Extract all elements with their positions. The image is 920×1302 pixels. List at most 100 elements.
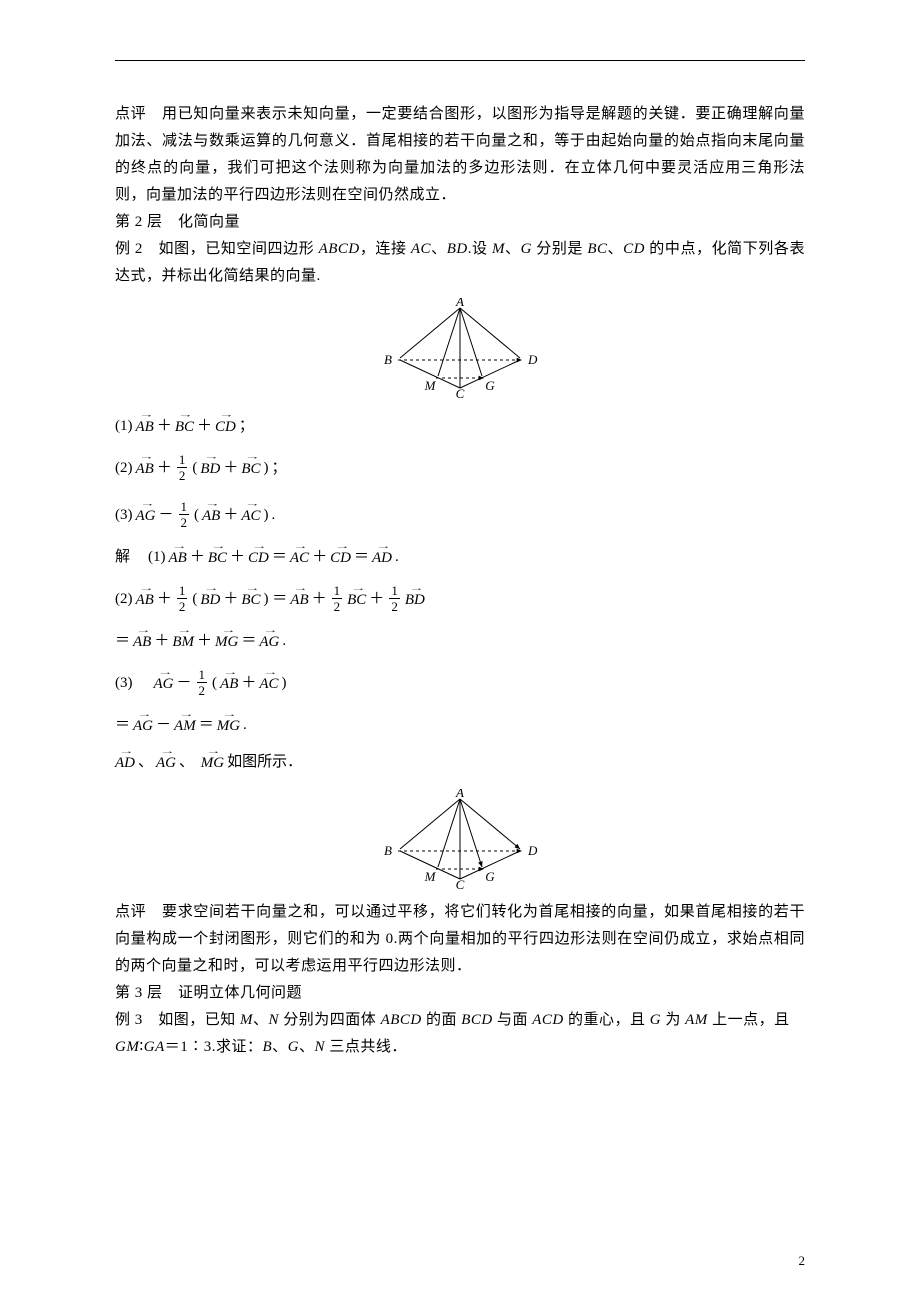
q2: (2) AB＋12(BD＋BC) ； [115, 453, 805, 482]
vec-AC: AC [259, 673, 278, 692]
q1-prefix: (1) [115, 417, 133, 435]
vec-MG: MG [201, 752, 224, 771]
fig1-label-C: C [455, 386, 464, 398]
fig2-label-M: M [423, 869, 436, 884]
fig1-label-M: M [423, 378, 436, 393]
vec-AG: AG [133, 715, 153, 734]
fig1-label-B: B [384, 352, 392, 367]
vec-BD: BD [200, 458, 220, 477]
vec-AB: AB [169, 547, 187, 566]
vec-AB: AB [290, 589, 308, 608]
vec-AG: AG [136, 505, 156, 524]
ex2-sep1: 、 [431, 241, 447, 257]
frac-half: 12 [332, 584, 343, 613]
ex3-p4: 与面 [493, 1012, 533, 1028]
frac-n: 1 [389, 584, 400, 598]
q2-tail: ； [272, 459, 287, 477]
frac-n: 1 [197, 668, 208, 682]
ex3-abcd: ABCD [381, 1012, 422, 1028]
vec-AC: AC [290, 547, 309, 566]
figure-1: A B D M G C [378, 298, 543, 398]
q1-tail: ； [239, 417, 254, 435]
fig2-label-C: C [455, 877, 464, 889]
ex2-ac: AC [411, 241, 431, 257]
ex2-bc: BC [587, 241, 607, 257]
ex2-cd: CD [623, 241, 645, 257]
ex3-n: N [269, 1012, 280, 1028]
ex3-p5: 的重心，且 [564, 1012, 650, 1028]
vec-CD: CD [330, 547, 351, 566]
comment-1: 点评 用已知向量来表示未知向量，一定要结合图形，以图形为指导是解题的关键．要正确… [115, 101, 805, 209]
frac-half: 12 [177, 453, 188, 482]
frac-half: 12 [177, 584, 188, 613]
vec-BM: BM [172, 631, 194, 650]
page-number: 2 [799, 1253, 806, 1269]
ex3-p1: 例 3 如图，已知 [115, 1012, 240, 1028]
vec-AG: AG [156, 752, 176, 771]
ex3-g: G [650, 1012, 661, 1028]
ex2-m: M [492, 241, 505, 257]
frac-d: 2 [197, 682, 208, 697]
layer3-title: 第 3 层 证明立体几何问题 [115, 980, 805, 1007]
ex2-g: G [521, 241, 532, 257]
vec-BD: BD [200, 589, 220, 608]
example2-intro: 例 2 如图，已知空间四边形 ABCD，连接 AC、BD.设 M、G 分别是 B… [115, 236, 805, 290]
vec-AB: AB [202, 505, 220, 524]
vec-MG: MG [215, 631, 238, 650]
vec-AG: AG [259, 631, 279, 650]
sol-label: 解 [115, 548, 145, 566]
frac-d: 2 [177, 467, 188, 482]
frac-d: 2 [332, 598, 343, 613]
ex3-b: B [263, 1039, 273, 1055]
ex3-ga: GA [144, 1039, 165, 1055]
frac-n: 1 [177, 453, 188, 467]
ex2-abcd: ABCD [319, 241, 360, 257]
q3-prefix: (3) [115, 674, 133, 692]
vec-AG: AG [154, 673, 174, 692]
fig2-label-D: D [527, 843, 538, 858]
figure-2: A B D M G C [378, 789, 543, 889]
vec-AB: AB [136, 458, 154, 477]
q3: (3) AG－12(AB＋AC) . [115, 500, 805, 529]
frac-half: 12 [179, 500, 190, 529]
vec-CD: CD [248, 547, 269, 566]
result-tail: 如图所示． [227, 753, 302, 771]
frac-n: 1 [179, 500, 190, 514]
ex3-gm: GM [115, 1039, 139, 1055]
frac-half: 12 [389, 584, 400, 613]
frac-n: 1 [177, 584, 188, 598]
ex3-p2: 分别为四面体 [279, 1012, 381, 1028]
frac-n: 1 [332, 584, 343, 598]
q1-prefix: (1) [148, 548, 166, 566]
q1: (1) AB＋BC＋CD； [115, 416, 805, 435]
vec-AB: AB [136, 416, 154, 435]
fig1-label-G: G [485, 378, 495, 393]
ex2-t1: 例 2 如图，已知空间四边形 [115, 241, 319, 257]
ex2-t2: ，连接 [360, 241, 411, 257]
comment-2: 点评 要求空间若干向量之和，可以通过平移，将它们转化为首尾相接的向量，如果首尾相… [115, 899, 805, 980]
vec-AB: AB [136, 589, 154, 608]
q2-prefix: (2) [115, 590, 133, 608]
frac-d: 2 [177, 598, 188, 613]
vec-AB: AB [133, 631, 151, 650]
layer2-title: 第 2 层 化简向量 [115, 209, 805, 236]
ex3-n2: N [315, 1039, 326, 1055]
top-rule [115, 60, 805, 61]
ex2-sep3: 、 [607, 241, 623, 257]
vec-AD: AD [372, 547, 392, 566]
fig2-label-A: A [455, 789, 464, 800]
fig1-label-D: D [527, 352, 538, 367]
ex3-g2: G [288, 1039, 299, 1055]
ex3-p7: 上一点，且 [708, 1012, 790, 1028]
ex2-sep2: 、 [505, 241, 521, 257]
sol1: 解 (1) AB＋BC＋CD＝AC＋CD＝AD. [115, 547, 805, 566]
ex3-m: M [240, 1012, 253, 1028]
vec-AD: AD [115, 752, 135, 771]
q2-prefix: (2) [115, 459, 133, 477]
ex2-bd: BD [447, 241, 468, 257]
vec-BC: BC [347, 589, 366, 608]
fig2-label-B: B [384, 843, 392, 858]
sol2-line1: (2) AB＋12(BD＋BC) ＝AB＋12BC＋12BD [115, 584, 805, 613]
fig2-label-G: G [485, 869, 495, 884]
ex3-p3: 的面 [422, 1012, 462, 1028]
